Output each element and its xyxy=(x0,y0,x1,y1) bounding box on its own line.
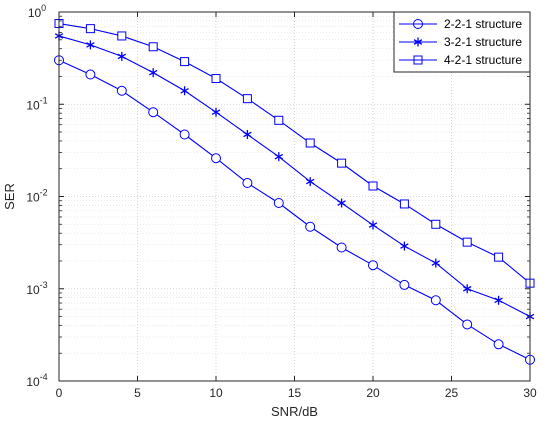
data-point-asterisk xyxy=(117,51,127,61)
data-point-circle xyxy=(493,339,504,350)
axis-ticks: 0 5 10 15 20 25 30 10-4 10-3 10-2 10-1 100 xyxy=(26,3,537,400)
data-point-circle xyxy=(399,279,410,290)
data-point-square xyxy=(242,94,252,104)
x-tick-label: 15 xyxy=(288,386,302,400)
data-point-square xyxy=(211,74,221,84)
x-tick-label: 5 xyxy=(134,386,141,400)
data-point-circle xyxy=(430,295,441,306)
data-point-square xyxy=(117,31,127,41)
data-point-asterisk xyxy=(211,107,221,117)
data-point-square xyxy=(462,237,472,247)
y-axis-label: SER xyxy=(2,183,17,210)
data-point-square xyxy=(274,115,284,125)
data-point-asterisk xyxy=(400,241,409,251)
data-point-square xyxy=(431,219,441,229)
data-point-circle xyxy=(273,198,284,209)
data-point-circle xyxy=(242,178,253,189)
data-point-circle xyxy=(148,107,159,118)
x-axis-label: SNR/dB xyxy=(271,404,318,419)
legend-asterisk-glyph xyxy=(413,37,423,47)
data-point-asterisk xyxy=(148,68,158,78)
data-point-square xyxy=(368,181,378,191)
data-point-square xyxy=(180,57,190,67)
data-point-asterisk xyxy=(462,284,472,294)
data-point-circle xyxy=(336,242,347,253)
data-point-circle xyxy=(116,85,127,96)
data-point-asterisk xyxy=(337,198,346,208)
data-point-asterisk xyxy=(180,86,189,96)
legend-label-3-2-1: 3-2-1 structure xyxy=(444,35,522,49)
series-line-1 xyxy=(58,35,531,318)
data-point-asterisk xyxy=(274,152,284,162)
data-point-circle xyxy=(462,319,473,330)
data-point-asterisk xyxy=(368,220,378,230)
data-point-square xyxy=(494,252,504,262)
x-tick-label: 10 xyxy=(209,386,223,400)
data-point-square xyxy=(148,42,158,52)
data-point-square xyxy=(399,199,409,209)
x-tick-label: 0 xyxy=(56,386,63,400)
y-tick-label: 10-1 xyxy=(26,95,47,112)
y-tick-label: 10-4 xyxy=(26,372,47,389)
y-tick-label: 10-3 xyxy=(26,280,47,297)
legend-marker-3-2-1 xyxy=(413,37,423,47)
data-point-circle xyxy=(211,153,221,164)
data-point-asterisk xyxy=(86,40,95,50)
series-line-0 xyxy=(58,59,531,361)
series-line-2 xyxy=(58,22,531,284)
data-point-asterisk xyxy=(494,295,503,305)
legend-marker-4-2-1 xyxy=(413,55,423,65)
legend-marker-2-2-1 xyxy=(413,19,423,29)
x-tick-label: 20 xyxy=(366,386,380,400)
data-point-square xyxy=(337,158,347,168)
data-point-circle xyxy=(368,260,378,271)
grid-lines xyxy=(59,12,530,381)
data-point-square xyxy=(305,138,315,148)
data-point-circle xyxy=(85,69,96,80)
data-point-square xyxy=(85,24,95,34)
data-series xyxy=(54,19,535,365)
y-tick-label: 10-2 xyxy=(26,188,47,205)
legend-label-2-2-1: 2-2-1 structure xyxy=(444,17,522,31)
legend: 2-2-1 structure 3-2-1 structure 4-2-1 st… xyxy=(393,11,531,73)
x-tick-label: 25 xyxy=(445,386,459,400)
y-tick-label: 100 xyxy=(28,3,46,20)
data-point-asterisk xyxy=(243,129,252,139)
data-point-circle xyxy=(305,221,316,232)
legend-label-4-2-1: 4-2-1 structure xyxy=(444,53,522,67)
data-point-asterisk xyxy=(305,177,315,187)
data-point-asterisk xyxy=(431,258,441,268)
x-tick-label: 30 xyxy=(523,386,537,400)
data-point-circle xyxy=(179,129,190,140)
